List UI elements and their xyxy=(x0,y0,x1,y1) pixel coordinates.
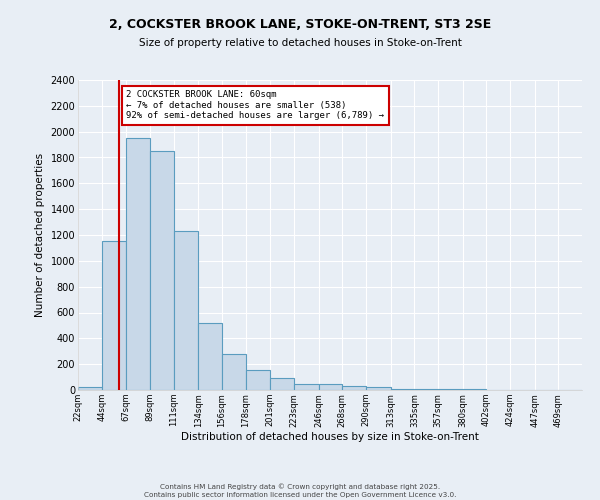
Bar xyxy=(222,354,245,390)
Text: Size of property relative to detached houses in Stoke-on-Trent: Size of property relative to detached ho… xyxy=(139,38,461,48)
Bar xyxy=(319,384,343,390)
Bar xyxy=(391,389,415,390)
Text: Contains HM Land Registry data © Crown copyright and database right 2025.
Contai: Contains HM Land Registry data © Crown c… xyxy=(144,484,456,498)
Bar xyxy=(199,323,222,390)
Bar xyxy=(150,151,173,390)
Bar xyxy=(245,370,271,390)
Text: 2 COCKSTER BROOK LANE: 60sqm
← 7% of detached houses are smaller (538)
92% of se: 2 COCKSTER BROOK LANE: 60sqm ← 7% of det… xyxy=(127,90,385,120)
Bar xyxy=(101,242,127,390)
Bar xyxy=(271,378,294,390)
Bar xyxy=(366,388,391,390)
Bar xyxy=(127,138,150,390)
Text: 2, COCKSTER BROOK LANE, STOKE-ON-TRENT, ST3 2SE: 2, COCKSTER BROOK LANE, STOKE-ON-TRENT, … xyxy=(109,18,491,30)
Y-axis label: Number of detached properties: Number of detached properties xyxy=(35,153,45,317)
Bar xyxy=(294,384,319,390)
Bar xyxy=(173,231,199,390)
X-axis label: Distribution of detached houses by size in Stoke-on-Trent: Distribution of detached houses by size … xyxy=(181,432,479,442)
Bar xyxy=(78,387,101,390)
Bar xyxy=(343,386,366,390)
